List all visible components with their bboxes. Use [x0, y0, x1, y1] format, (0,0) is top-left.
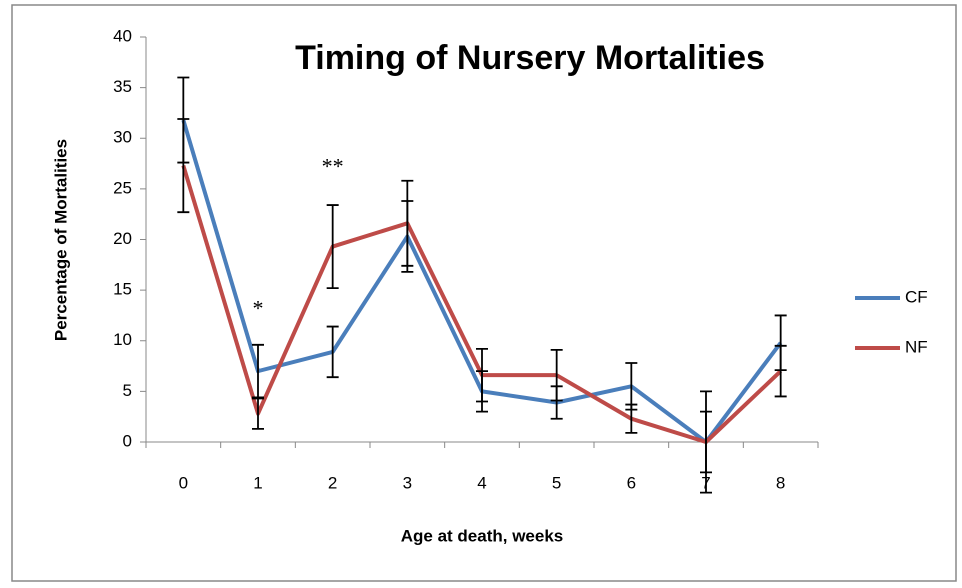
x-tick-label: 3 — [403, 473, 412, 492]
annotation: * — [253, 295, 264, 320]
x-tick-label: 4 — [477, 473, 486, 492]
error-bar — [401, 179, 414, 267]
error-bar — [774, 344, 787, 398]
y-tick-label: 15 — [113, 280, 132, 299]
x-tick-label: 2 — [328, 473, 337, 492]
error-bar — [550, 348, 563, 402]
error-bar — [326, 204, 339, 289]
error-bar — [625, 403, 638, 434]
y-tick-label: 10 — [113, 330, 132, 349]
x-tick-label: 6 — [627, 473, 636, 492]
legend-label: NF — [905, 337, 928, 356]
x-tick-label: 8 — [776, 473, 785, 492]
y-tick-label: 25 — [113, 178, 132, 197]
legend-label: CF — [905, 287, 928, 306]
error-bar — [700, 410, 712, 474]
error-bar — [252, 397, 264, 430]
y-tick-label: 35 — [113, 77, 132, 96]
error-bar — [476, 347, 488, 403]
x-axis-label: Age at death, weeks — [401, 526, 564, 545]
chart-title: Timing of Nursery Mortalities — [295, 39, 765, 77]
x-tick-label: 0 — [179, 473, 188, 492]
y-tick-label: 5 — [123, 381, 132, 400]
x-tick-label: 5 — [552, 473, 561, 492]
x-tick-label: 1 — [253, 473, 262, 492]
error-bar — [252, 343, 264, 399]
y-tick-label: 20 — [113, 229, 132, 248]
error-bar — [326, 325, 339, 379]
annotation: ** — [322, 154, 344, 179]
y-tick-label: 40 — [113, 26, 132, 45]
y-tick-label: 30 — [113, 128, 132, 147]
error-bar — [177, 118, 190, 214]
y-tick-label: 0 — [123, 431, 132, 450]
chart-frame — [11, 4, 957, 582]
y-axis-label: Percentage of Mortalities — [51, 139, 70, 341]
